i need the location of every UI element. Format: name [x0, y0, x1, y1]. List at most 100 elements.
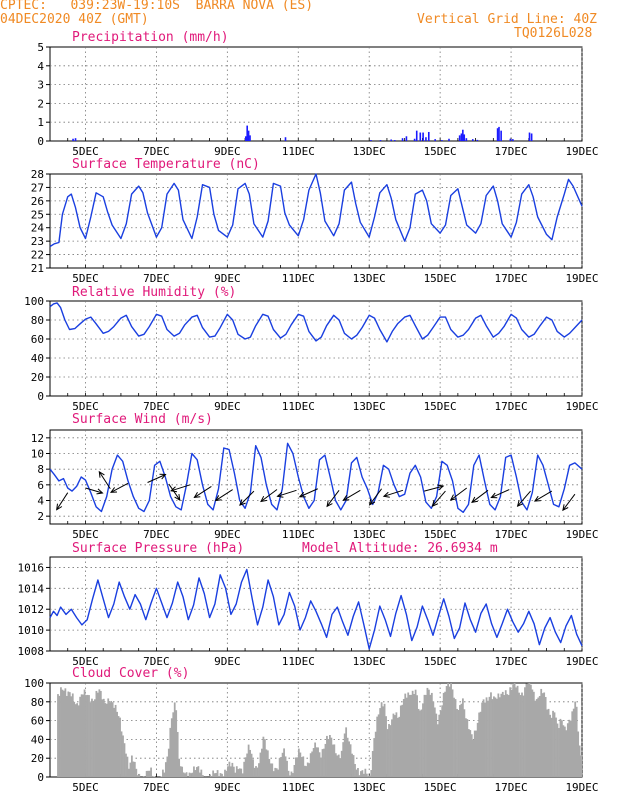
wind-vector: [534, 490, 553, 502]
panel-title: Relative Humidity (%): [72, 285, 236, 300]
cloud-bar: [246, 753, 249, 777]
cloud-bar: [259, 752, 262, 777]
x-tick-label: 9DEC: [214, 145, 241, 158]
station-header: CPTEC: 039:23W-19:10S BARRA NOVA (ES): [0, 0, 314, 13]
cloud-bar: [181, 766, 184, 777]
cloud-bar: [286, 760, 288, 777]
cloud-bar: [289, 775, 291, 777]
x-tick-label: 5DEC: [72, 781, 99, 794]
wind-vector-head: [214, 495, 222, 502]
cloud-bar: [470, 734, 473, 777]
cloud-bar: [263, 739, 266, 777]
cloud-bar: [225, 770, 228, 777]
cloud-bar: [549, 714, 551, 777]
cloud-bar: [133, 761, 136, 777]
cloud-bar: [77, 705, 80, 777]
cloud-bar: [67, 691, 70, 777]
wind-vector: [239, 490, 255, 506]
cloud-bar: [478, 712, 481, 777]
cloud-bar: [277, 769, 280, 777]
cloud-bar: [360, 771, 362, 777]
cloud-bar: [229, 766, 232, 777]
cloud-bar: [472, 739, 475, 777]
x-tick-label: 5DEC: [72, 145, 99, 158]
cloud-bar: [339, 758, 342, 777]
cloud-bar: [102, 698, 105, 777]
cloud-bar: [562, 725, 565, 777]
series-line: [49, 568, 583, 650]
precip-bar: [370, 140, 372, 141]
y-tick-label: 24: [31, 222, 45, 235]
wind-vector-head: [239, 499, 246, 506]
cloud-bar: [448, 686, 451, 777]
cloud-bar: [57, 694, 59, 777]
cloud-bar: [101, 699, 104, 777]
wind-vector: [85, 487, 103, 494]
cloud-bar: [497, 693, 500, 777]
wind-vector-head: [326, 500, 333, 508]
cloud-bar: [162, 769, 164, 777]
cloud-bar: [218, 776, 220, 777]
y-tick-label: 12: [31, 432, 44, 445]
cloud-bar: [280, 756, 283, 777]
wind-vector: [326, 490, 340, 507]
cloud-bar: [402, 698, 405, 777]
cloud-bar: [329, 735, 331, 777]
wind-vector: [168, 483, 181, 501]
cloud-bar: [96, 692, 99, 777]
y-tick-label: 1012: [18, 603, 45, 616]
cloud-bar: [346, 737, 349, 777]
cloud-bar: [128, 768, 130, 777]
wind-vector-head: [562, 504, 569, 512]
cloud-bar: [352, 755, 355, 777]
cloud-bar: [371, 750, 374, 777]
cloud-bar: [510, 689, 513, 777]
cloud-bar: [318, 752, 321, 777]
precip-bar: [405, 136, 408, 141]
precip-bar: [415, 130, 418, 141]
cloud-bar: [481, 702, 483, 777]
wind-vector-head: [276, 491, 284, 498]
cloud-bar: [386, 729, 389, 777]
cloud-bar: [537, 697, 540, 777]
cloud-bar: [575, 706, 578, 777]
cloud-bar: [544, 696, 547, 777]
cloud-bar: [428, 689, 430, 777]
panel-title: Surface Temperature (nC): [72, 157, 260, 172]
cloud-bar: [191, 772, 194, 777]
cloud-bar: [300, 757, 303, 777]
x-tick-label: 17DEC: [495, 272, 528, 285]
cloud-bar: [130, 755, 133, 777]
precip-bar: [448, 138, 450, 141]
x-tick-label: 13DEC: [353, 400, 386, 413]
cloud-bar: [235, 766, 238, 777]
y-tick-label: 10: [31, 448, 44, 461]
cloud-bar: [255, 766, 257, 777]
series-line: [49, 302, 583, 343]
x-tick-label: 19DEC: [565, 272, 598, 285]
x-tick-label: 19DEC: [565, 528, 598, 541]
cloud-bar: [92, 700, 95, 777]
precip-bar: [247, 130, 250, 141]
wind-vector-head: [471, 496, 478, 503]
cloud-bar: [330, 737, 333, 777]
cloud-bar: [337, 754, 340, 777]
wind-vector-head: [368, 498, 376, 506]
cloud-bar: [476, 722, 479, 777]
cloud-bar: [113, 707, 116, 777]
wind-vector: [98, 471, 111, 490]
cloud-bar: [436, 724, 439, 777]
cloud-bar: [182, 772, 185, 777]
cloud-bar: [83, 689, 86, 777]
cloud-bar: [74, 704, 77, 777]
cloud-bar: [179, 766, 182, 777]
cloud-bar: [297, 748, 300, 777]
y-tick-label: 6: [37, 479, 44, 492]
wind-vector: [110, 482, 129, 493]
cloud-bar: [342, 742, 345, 777]
wind-vector-head: [109, 487, 118, 493]
cloud-bar: [534, 700, 537, 777]
cloud-bar: [432, 701, 435, 777]
panel-3: 2 4 6 8 10 12 5DEC 7DEC 9DEC 11DEC 13DEC 15DEC 17DEC…: [31, 412, 599, 541]
cloud-bar: [491, 699, 494, 777]
